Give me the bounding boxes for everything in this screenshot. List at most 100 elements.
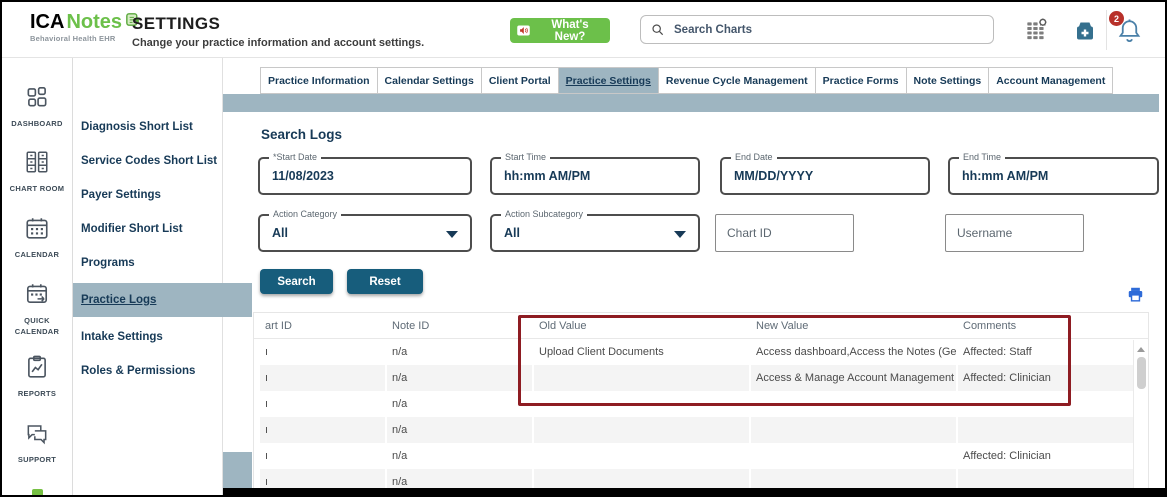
menu-item-modifier-short-list[interactable]: Modifier Short List bbox=[81, 223, 183, 235]
cell-comments bbox=[958, 391, 1141, 417]
cell-new-value bbox=[751, 469, 956, 492]
search-icon bbox=[650, 22, 666, 38]
menu-item-programs[interactable]: Programs bbox=[81, 257, 135, 269]
whats-new-label: What's New? bbox=[551, 18, 589, 43]
reports-icon bbox=[24, 354, 50, 385]
cell-chart-id: ı bbox=[260, 365, 385, 391]
page-title-block: SETTINGS Change your practice informatio… bbox=[132, 14, 424, 49]
caret-down-icon bbox=[446, 231, 458, 238]
cell-old-value bbox=[534, 365, 749, 391]
cell-old-value bbox=[534, 417, 749, 443]
search-button[interactable]: Search bbox=[260, 269, 333, 294]
page-subtitle: Change your practice information and acc… bbox=[132, 37, 425, 49]
menu-item-service-codes-short-list[interactable]: Service Codes Short List bbox=[81, 155, 218, 167]
whats-new-button[interactable]: What's New? bbox=[510, 18, 610, 43]
start-time-field[interactable]: Start Time hh:mm AM/PM bbox=[490, 152, 700, 195]
chart-room-icon bbox=[24, 149, 50, 180]
bell-icon bbox=[1116, 19, 1143, 48]
cell-old-value bbox=[534, 443, 749, 469]
printer-icon[interactable] bbox=[1126, 285, 1145, 304]
end-time-field[interactable]: End Time hh:mm AM/PM bbox=[948, 152, 1159, 195]
quick-calendar-icon bbox=[24, 281, 50, 312]
field-placeholder: hh:mm AM/PM bbox=[504, 169, 591, 183]
field-label: Start Time bbox=[501, 152, 551, 162]
menu-item-practice-logs[interactable]: Practice Logs bbox=[73, 283, 252, 317]
action-subcategory-select[interactable]: Action Subcategory All bbox=[490, 209, 700, 252]
field-label: Action Subcategory bbox=[501, 209, 588, 219]
end-date-field[interactable]: End Date MM/DD/YYYY bbox=[720, 152, 930, 195]
cell-note-id: n/a bbox=[387, 417, 532, 443]
sidebar-item-dashboard[interactable]: DASHBOARD bbox=[2, 84, 72, 130]
support-icon bbox=[24, 420, 50, 451]
selected-value: All bbox=[272, 226, 288, 240]
table-row: ı n/a Affected: Clinician bbox=[254, 443, 1148, 469]
menu-item-intake-settings[interactable]: Intake Settings bbox=[81, 331, 163, 343]
search-input[interactable] bbox=[672, 22, 984, 37]
cell-comments: Affected: Staff bbox=[963, 346, 1032, 358]
cell-old-value: Upload Client Documents bbox=[539, 346, 664, 358]
sidebar-item-reports[interactable]: REPORTS bbox=[2, 354, 72, 400]
username-input[interactable] bbox=[946, 215, 1083, 251]
reset-button[interactable]: Reset bbox=[347, 269, 423, 294]
notifications-button[interactable]: 2 bbox=[1109, 11, 1143, 49]
tab-practice-information[interactable]: Practice Information bbox=[260, 67, 378, 94]
menu-item-diagnosis-short-list[interactable]: Diagnosis Short List bbox=[81, 121, 193, 133]
settings-submenu: Diagnosis Short List Service Codes Short… bbox=[73, 58, 252, 495]
left-accent-strip bbox=[223, 452, 253, 495]
active-tab-band bbox=[223, 94, 1159, 112]
document-icon bbox=[124, 11, 141, 32]
field-placeholder: MM/DD/YYYY bbox=[734, 169, 814, 183]
start-date-field[interactable]: *Start Date 11/08/2023 bbox=[258, 152, 472, 195]
cell-note-id: n/a bbox=[392, 398, 408, 410]
cell-chart-id: ı bbox=[265, 450, 269, 462]
col-header-note-id: Note ID bbox=[392, 319, 430, 332]
cell-new-value: Access & Manage Account Management Tab bbox=[751, 365, 956, 391]
tab-practice-settings[interactable]: Practice Settings bbox=[557, 67, 659, 94]
cell-note-id: n/a bbox=[392, 450, 408, 462]
tab-client-portal[interactable]: Client Portal bbox=[480, 67, 559, 94]
table-row: ı n/a bbox=[254, 391, 1148, 417]
cell-chart-id: ı bbox=[265, 398, 269, 410]
cell-old-value bbox=[534, 391, 749, 417]
col-header-old-value: Old Value bbox=[539, 319, 587, 332]
table-row: ı n/a Access & Manage Account Management… bbox=[254, 365, 1148, 391]
tab-note-settings[interactable]: Note Settings bbox=[905, 67, 990, 94]
scrollbar-thumb[interactable] bbox=[1136, 357, 1146, 389]
tab-revenue-cycle-management[interactable]: Revenue Cycle Management bbox=[657, 67, 816, 94]
tab-account-management[interactable]: Account Management bbox=[988, 67, 1114, 94]
cell-chart-id: ı bbox=[260, 469, 385, 492]
field-placeholder: hh:mm AM/PM bbox=[962, 169, 1049, 183]
scroll-up-icon[interactable] bbox=[1137, 347, 1145, 352]
sidebar-item-quick-calendar[interactable]: QUICK CALENDAR bbox=[2, 281, 72, 337]
apps-grid-icon[interactable] bbox=[1023, 17, 1049, 48]
sidebar-item-chart-room[interactable]: CHART ROOM bbox=[2, 149, 72, 195]
rail-label: SUPPORT bbox=[17, 455, 57, 464]
chat-widget-peek[interactable] bbox=[32, 489, 43, 495]
pharmacy-bag-icon[interactable] bbox=[1073, 19, 1097, 48]
cell-chart-id: ı bbox=[265, 346, 269, 358]
sidebar-item-support[interactable]: SUPPORT bbox=[2, 420, 72, 466]
section-heading: Search Logs bbox=[261, 127, 343, 142]
table-scrollbar[interactable] bbox=[1133, 340, 1148, 492]
table-row: ı n/a bbox=[254, 417, 1148, 443]
cell-new-value bbox=[751, 443, 956, 469]
cell-comments: Affected: Clinician bbox=[958, 365, 1141, 391]
table-body: ı n/a Upload Client Documents Access das… bbox=[254, 339, 1148, 492]
tab-calendar-settings[interactable]: Calendar Settings bbox=[376, 67, 482, 94]
tab-practice-forms[interactable]: Practice Forms bbox=[814, 67, 907, 94]
cell-new-value bbox=[751, 417, 956, 443]
cell-comments: Affected: Clinician bbox=[963, 450, 1051, 462]
chart-id-input[interactable] bbox=[716, 215, 853, 251]
icanotes-logo[interactable]: ICA Notes Behavioral Health EHR bbox=[30, 11, 141, 43]
cell-comments bbox=[958, 469, 1141, 492]
caret-down-icon bbox=[674, 231, 686, 238]
field-label: *Start Date bbox=[269, 152, 322, 162]
col-header-new-value: New Value bbox=[756, 319, 809, 332]
menu-item-roles-permissions[interactable]: Roles & Permissions bbox=[81, 365, 196, 377]
cell-new-value: Access dashboard,Access the Notes (Gener… bbox=[756, 346, 956, 358]
practice-logs-panel: Search Logs *Start Date 11/08/2023 Start… bbox=[252, 112, 1159, 495]
sidebar-item-calendar[interactable]: CALENDAR bbox=[2, 215, 72, 261]
bottom-border-bar bbox=[223, 488, 1165, 495]
action-category-select[interactable]: Action Category All bbox=[258, 209, 472, 252]
menu-item-payer-settings[interactable]: Payer Settings bbox=[81, 189, 161, 201]
